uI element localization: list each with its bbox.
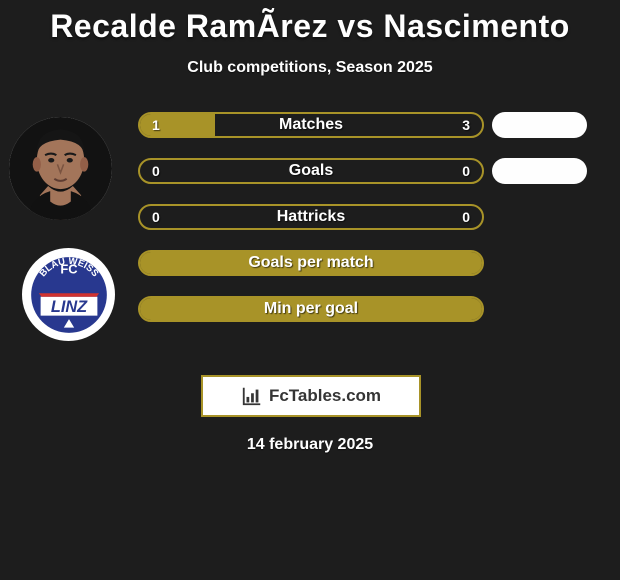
bar-goals: 0 Goals 0 xyxy=(138,158,484,184)
bar-value-right: 0 xyxy=(462,160,470,182)
badge-text-bottom: LINZ xyxy=(50,298,87,316)
pill-matches xyxy=(492,112,587,138)
bar-matches: 1 Matches 3 xyxy=(138,112,484,138)
stat-bars: 1 Matches 3 0 Goals 0 0 Hattricks 0 Goal… xyxy=(138,112,484,342)
watermark-text: FcTables.com xyxy=(269,386,381,406)
bar-label: Hattricks xyxy=(140,206,482,228)
page-title: Recalde RamÃ­rez vs Nascimento xyxy=(0,0,620,45)
bar-hattricks: 0 Hattricks 0 xyxy=(138,204,484,230)
player-avatar xyxy=(9,117,112,220)
bar-label: Min per goal xyxy=(140,298,482,320)
bar-label: Goals xyxy=(140,160,482,182)
date-line: 14 february 2025 xyxy=(0,436,620,454)
club-badge: FC BLAU WEISS LINZ xyxy=(22,248,115,341)
club-badge-icon: FC BLAU WEISS LINZ xyxy=(26,252,112,338)
bar-goals-per-match: Goals per match xyxy=(138,250,484,276)
pill-goals xyxy=(492,158,587,184)
bar-value-right: 3 xyxy=(462,114,470,136)
watermark[interactable]: FcTables.com xyxy=(201,375,421,417)
player-face-icon xyxy=(9,117,112,220)
bar-chart-icon xyxy=(241,385,263,407)
bar-label: Goals per match xyxy=(140,252,482,274)
bar-label: Matches xyxy=(140,114,482,136)
page-subtitle: Club competitions, Season 2025 xyxy=(0,59,620,77)
pill-column xyxy=(492,112,587,204)
bar-value-right: 0 xyxy=(462,206,470,228)
bar-min-per-goal: Min per goal xyxy=(138,296,484,322)
